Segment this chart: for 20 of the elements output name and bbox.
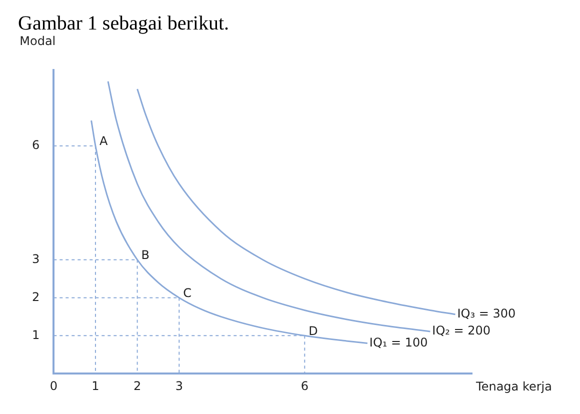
line-series <box>136 88 456 316</box>
series-label: IQ₂ = 200 <box>432 324 491 338</box>
chart-title: Gambar 1 sebagai berikut. <box>18 12 230 34</box>
x-tick-label: 3 <box>175 378 183 393</box>
x-tick-label: 1 <box>92 378 100 393</box>
y-tick-label: 2 <box>32 290 40 304</box>
annotation: B <box>141 248 150 262</box>
y-axis-title: Modal <box>20 34 56 48</box>
x-tick-label: 6 <box>300 378 308 393</box>
x-axis-title: Tenaga kerja <box>475 380 552 394</box>
x-tick-label: 2 <box>133 378 142 393</box>
y-tick-label: 6 <box>32 138 40 152</box>
series-label: IQ₃ = 300 <box>457 306 516 321</box>
y-tick-label: 1 <box>32 328 40 342</box>
x-tick-label: 0 <box>50 378 58 393</box>
annotation: A <box>99 134 108 148</box>
y-tick-label: 3 <box>32 252 40 266</box>
series-label: IQ₁ = 100 <box>369 335 428 350</box>
annotation: C <box>183 286 192 300</box>
annotation: D <box>308 324 318 338</box>
